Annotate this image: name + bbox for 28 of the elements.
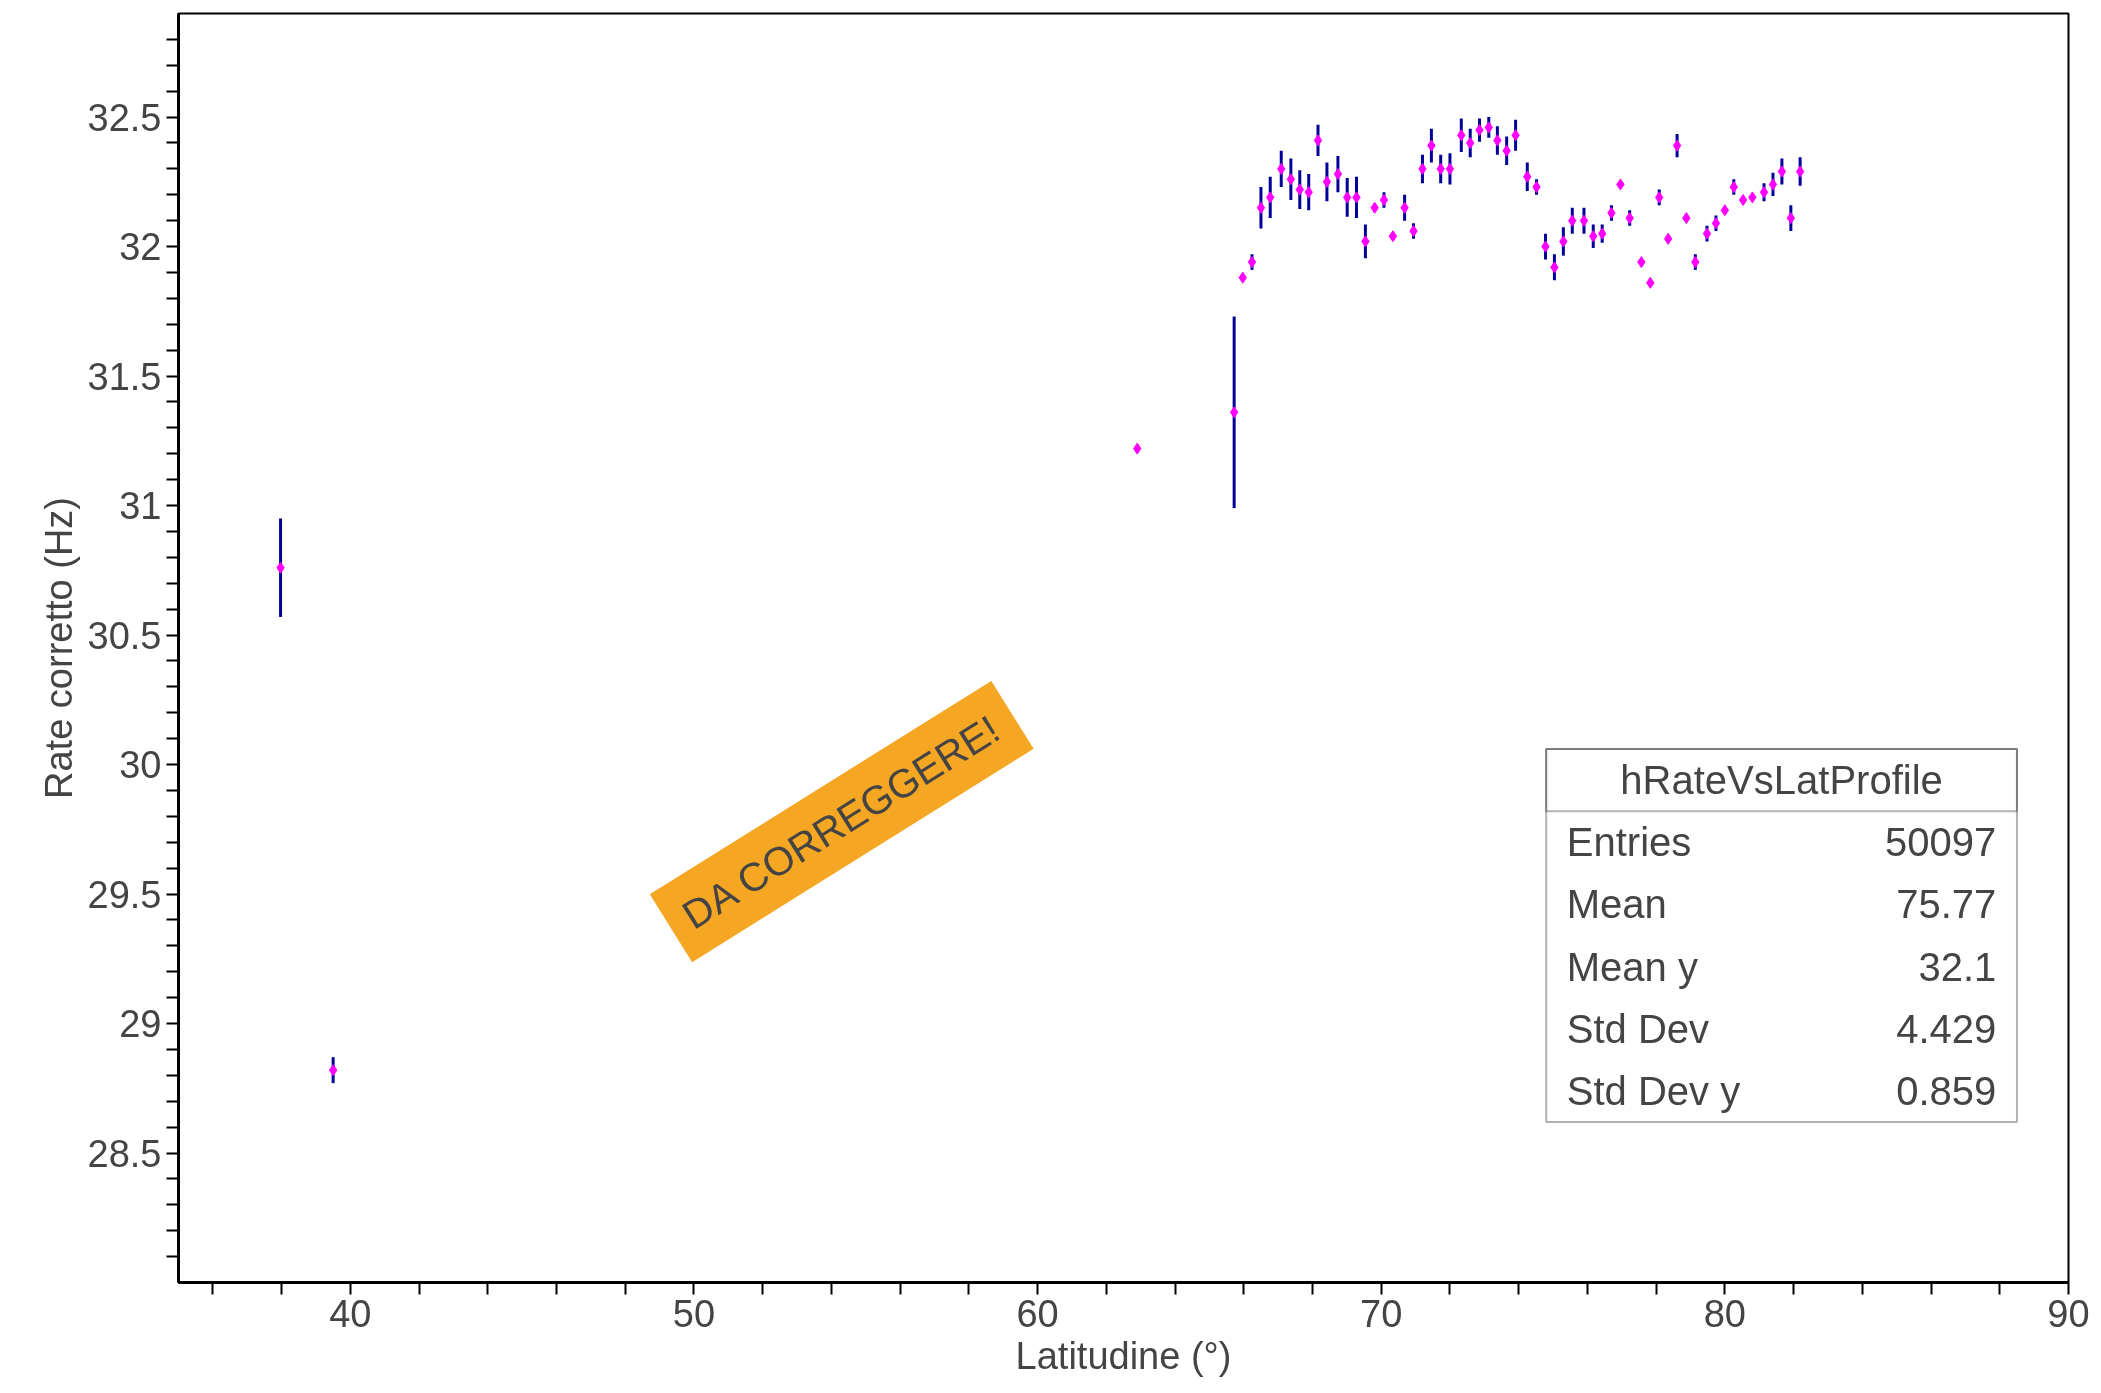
x-tick-label: 80 [1703,1292,1747,1335]
annotation: Mean y [1566,944,1698,989]
y-tick-label: 28.5 [87,1132,162,1175]
x-tick-label: 50 [672,1292,716,1335]
y-tick-label: 29.5 [87,873,162,916]
annotation: Std Dev y [1566,1068,1741,1113]
y-tick-label: 29 [119,1003,162,1046]
x-tick-label: 90 [2047,1292,2090,1335]
y-tick-label: 31 [119,485,162,528]
annotation: 0.859 [1896,1068,1997,1113]
annotation: Entries [1566,820,1692,865]
y-axis-title: Rate corretto (Hz) [37,497,80,799]
y-tick-label: 31.5 [87,355,162,398]
y-tick-label: 32 [119,226,162,269]
annotation: Std Dev [1566,1006,1710,1051]
y-tick-label: 30.5 [87,614,162,657]
annotation: 75.77 [1896,882,1997,927]
x-tick-label: 70 [1360,1292,1403,1335]
annotation: Mean [1566,882,1667,927]
annotation: 4.429 [1896,1006,1997,1051]
x-tick-label: 40 [329,1292,372,1335]
y-tick-label: 30 [119,744,162,787]
annotation: hRateVsLatProfile [1620,758,1943,803]
annotation: 50097 [1885,820,1997,865]
x-tick-label: 60 [1016,1292,1059,1335]
annotation: 32.1 [1918,944,1997,989]
y-tick-label: 32.5 [87,96,162,139]
x-axis-title: Latitudine (°) [1015,1334,1232,1377]
